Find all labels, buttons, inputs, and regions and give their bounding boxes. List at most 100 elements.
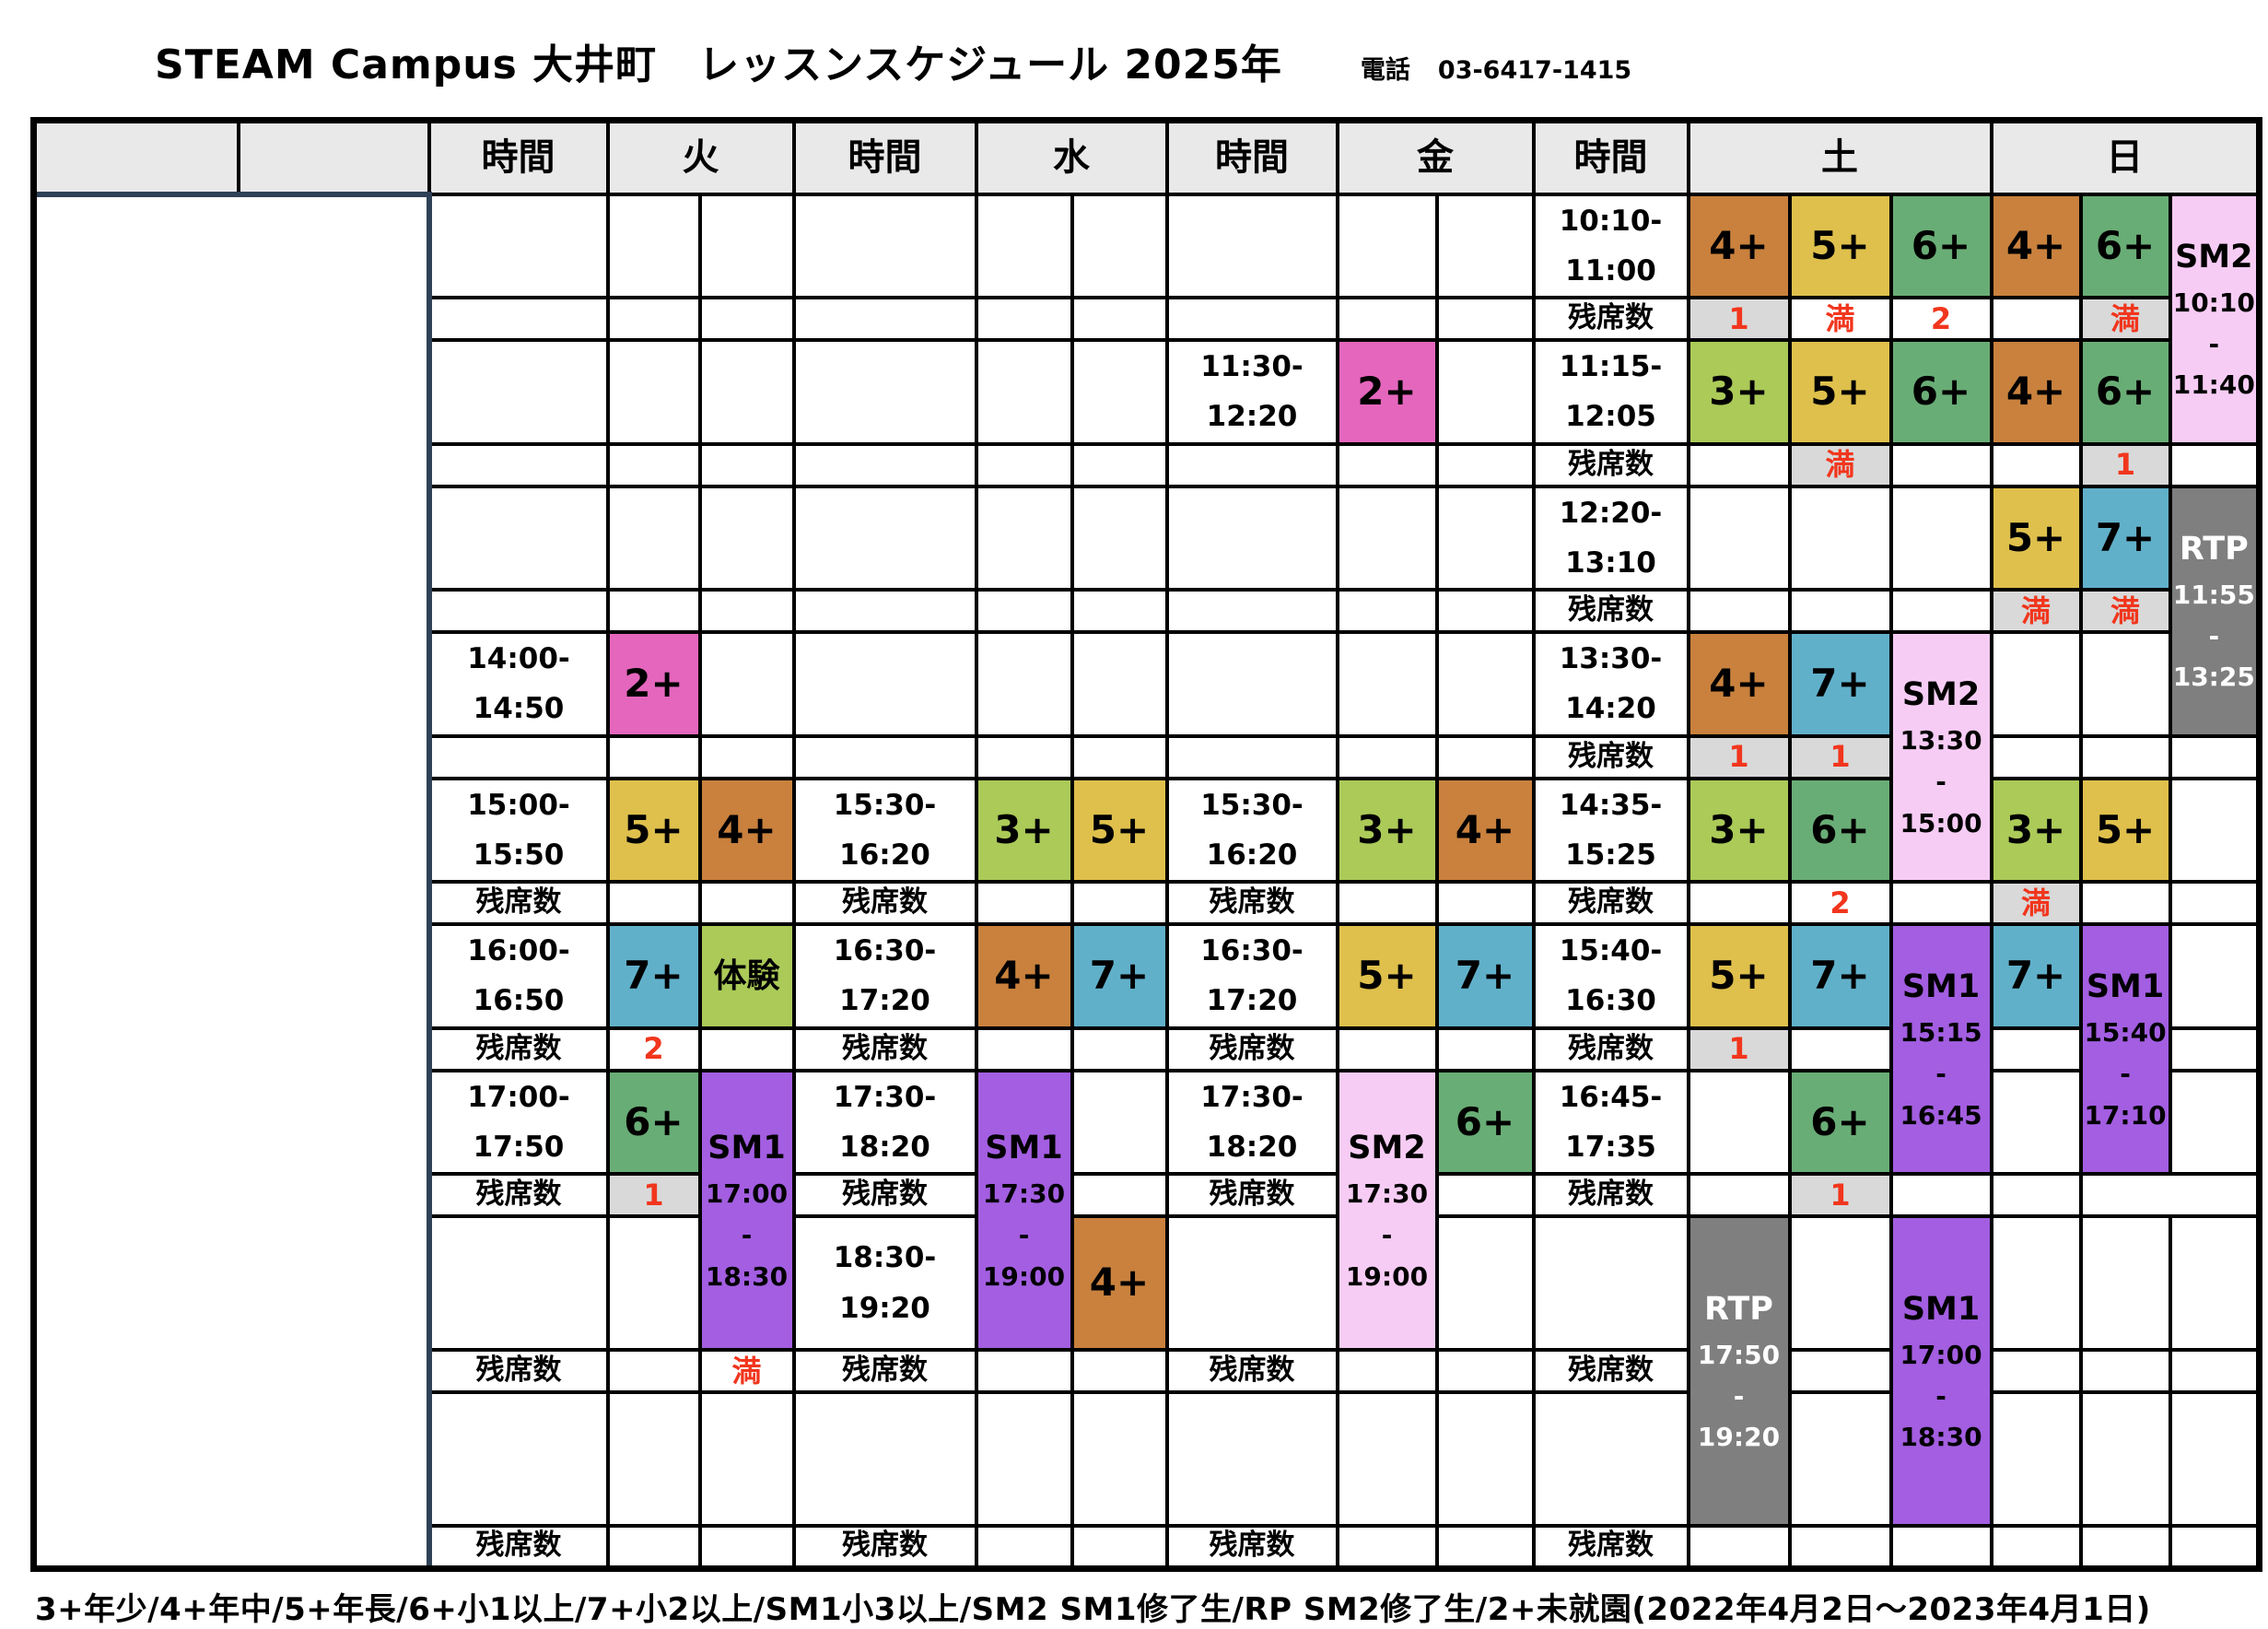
empty-cell	[1434, 1390, 1536, 1528]
lesson-4plus: 4+	[697, 776, 796, 884]
lesson-3plus: 3+	[1335, 776, 1439, 884]
column-header: 金	[1335, 118, 1536, 196]
empty-cell	[427, 1390, 610, 1528]
empty-cell	[1989, 296, 2083, 342]
empty-cell	[2168, 733, 2262, 780]
empty-cell	[1888, 441, 1993, 488]
column-header	[236, 118, 431, 196]
column-header: 土	[1686, 118, 1993, 196]
empty-cell	[697, 1390, 796, 1528]
empty-cell	[974, 192, 1074, 299]
lesson-7plus: 7+	[1989, 922, 2083, 1030]
empty-cell	[697, 296, 796, 342]
empty-cell	[605, 880, 702, 926]
time-cell: 16:30- 17:20	[791, 922, 978, 1030]
empty-cell	[2078, 1390, 2172, 1528]
lesson-rtp: RTP 17:50-19:20	[1686, 1214, 1792, 1528]
empty-cell	[605, 192, 702, 299]
empty-cell	[1989, 1214, 2083, 1352]
lesson-6plus: 6+	[1787, 1068, 1893, 1176]
empty-cell	[1070, 338, 1169, 446]
empty-cell	[2168, 441, 2262, 488]
time-cell: 14:35- 15:25	[1531, 776, 1690, 884]
lesson-rtp: RTP 11:55-13:25	[2168, 484, 2262, 738]
empty-cell	[791, 192, 978, 299]
empty-cell	[974, 1025, 1074, 1072]
seats-count: 1	[1686, 296, 1792, 342]
empty-cell	[791, 1390, 978, 1528]
empty-cell	[1070, 733, 1169, 780]
empty-cell	[605, 296, 702, 342]
lesson-7plus: 7+	[1070, 922, 1169, 1030]
empty-cell	[1989, 441, 2083, 488]
column-header: 日	[1989, 118, 2262, 196]
empty-cell	[1434, 192, 1536, 299]
empty-cell	[1070, 1348, 1169, 1394]
empty-cell	[2168, 1524, 2262, 1570]
seats-full: 満	[1989, 880, 2083, 926]
empty-cell	[1070, 630, 1169, 738]
seats-remaining-label: 残席数	[427, 1524, 610, 1570]
empty-cell	[1164, 296, 1339, 342]
empty-cell	[697, 880, 796, 926]
empty-cell	[1531, 1390, 1690, 1528]
empty-cell	[1434, 484, 1536, 592]
lesson-4plus: 4+	[1070, 1214, 1169, 1352]
empty-cell	[1989, 733, 2083, 780]
seats-remaining-label: 残席数	[1531, 880, 1690, 926]
lesson-sm1: SM1 15:40-17:10	[2078, 922, 2172, 1176]
empty-cell	[1070, 880, 1169, 926]
lesson-7plus: 7+	[2078, 484, 2172, 592]
empty-cell	[697, 630, 796, 738]
lesson-6plus: 6+	[1888, 192, 1993, 299]
empty-cell	[605, 441, 702, 488]
lesson-5plus: 5+	[1989, 484, 2083, 592]
empty-cell	[427, 588, 610, 634]
empty-cell	[1989, 630, 2083, 738]
empty-cell	[2168, 1348, 2262, 1394]
empty-cell	[1164, 1390, 1339, 1528]
seats-remaining-label: 残席数	[1531, 296, 1690, 342]
empty-cell	[1434, 630, 1536, 738]
empty-cell	[1434, 733, 1536, 780]
lesson-5plus: 5+	[1787, 338, 1893, 446]
lesson-5plus: 5+	[1070, 776, 1169, 884]
empty-cell	[1335, 733, 1439, 780]
empty-cell	[1164, 1214, 1339, 1352]
empty-cell	[2078, 880, 2172, 926]
lesson-2plus: 2+	[1335, 338, 1439, 446]
empty-cell	[1335, 441, 1439, 488]
empty-cell	[1070, 1524, 1169, 1570]
column-header: 火	[605, 118, 796, 196]
empty-cell	[1335, 192, 1439, 299]
empty-cell	[1335, 1348, 1439, 1394]
empty-cell	[427, 296, 610, 342]
empty-cell	[1164, 733, 1339, 780]
empty-cell	[791, 441, 978, 488]
lesson-6plus: 6+	[2078, 192, 2172, 299]
empty-cell	[1686, 484, 1792, 592]
empty-cell	[1335, 296, 1439, 342]
empty-cell	[1989, 1390, 2083, 1528]
lesson-7plus: 7+	[1434, 922, 1536, 1030]
empty-cell	[1164, 588, 1339, 634]
seats-remaining-label: 残席数	[1164, 1025, 1339, 1072]
empty-cell	[791, 733, 978, 780]
empty-cell	[974, 1348, 1074, 1394]
seats-remaining-label: 残席数	[427, 1172, 610, 1218]
empty-cell	[974, 296, 1074, 342]
lesson-6plus: 6+	[1434, 1068, 1536, 1176]
lesson-3plus: 3+	[974, 776, 1074, 884]
empty-cell	[1787, 1524, 1893, 1570]
time-cell: 15:40- 16:30	[1531, 922, 1690, 1030]
empty-cell	[1787, 1390, 1893, 1528]
seats-full: 満	[2078, 588, 2172, 634]
seats-full: 満	[2078, 296, 2172, 342]
lesson-4plus: 4+	[974, 922, 1074, 1030]
seats-remaining-label: 残席数	[1531, 1348, 1690, 1394]
empty-cell	[791, 630, 978, 738]
seats-count: 2	[1787, 880, 1893, 926]
empty-cell	[791, 296, 978, 342]
empty-cell	[2078, 630, 2172, 738]
empty-cell	[1686, 880, 1792, 926]
